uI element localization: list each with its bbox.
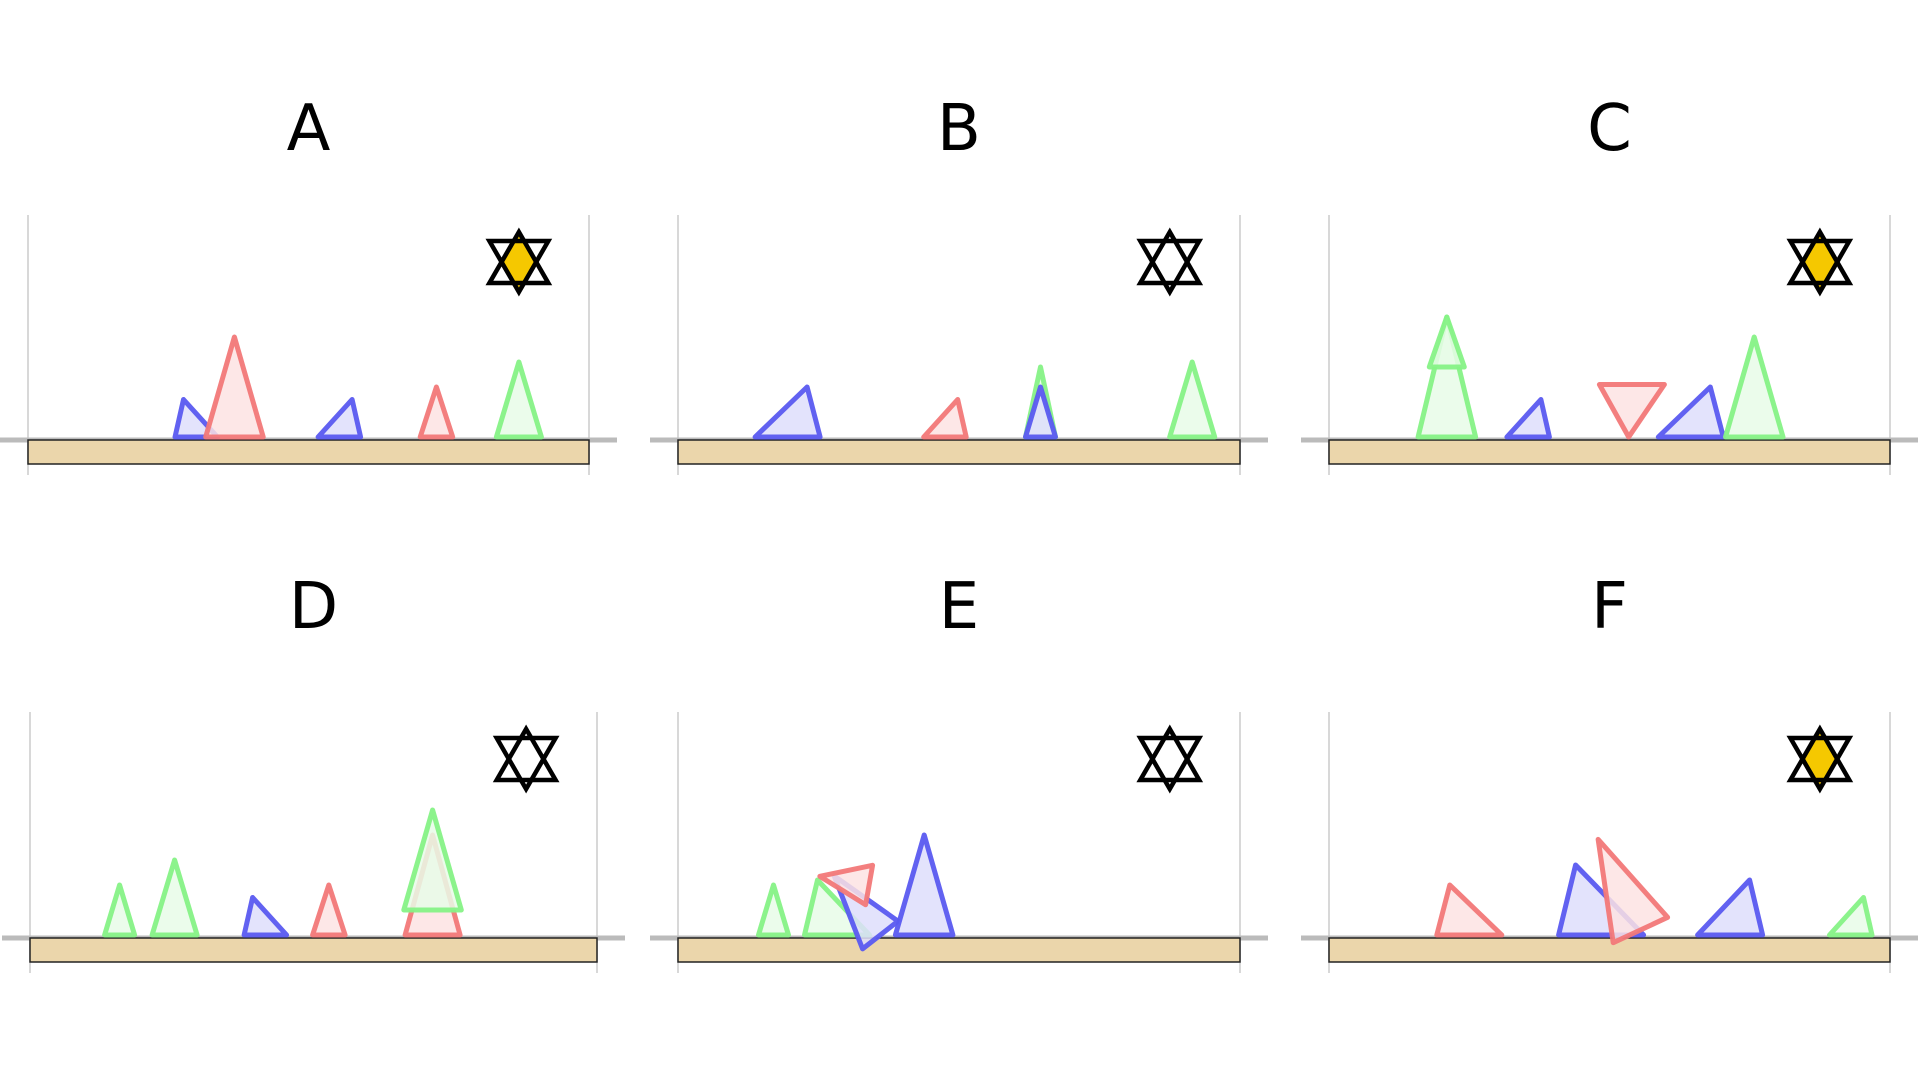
- red-wedge-triangle[interactable]: [921, 397, 969, 440]
- goal-star-icon: [1136, 227, 1204, 297]
- floor-block: [27, 439, 590, 465]
- red-spike-triangle[interactable]: [203, 334, 266, 440]
- green-spike-triangle[interactable]: [149, 857, 200, 938]
- green-spike-triangle[interactable]: [1426, 314, 1467, 370]
- goal-star-filled-icon: [485, 227, 553, 297]
- blue-wedge-triangle[interactable]: [315, 397, 364, 440]
- red-spike-triangle[interactable]: [417, 384, 456, 440]
- blue-spike-triangle[interactable]: [892, 832, 956, 938]
- green-spike-triangle[interactable]: [102, 882, 138, 938]
- floor-block: [29, 937, 598, 963]
- red-tilted-triangle[interactable]: [816, 857, 876, 908]
- panel-title: E: [939, 570, 979, 644]
- red-wedge-triangle[interactable]: [1434, 882, 1505, 938]
- blue-wedge-triangle[interactable]: [1655, 384, 1726, 440]
- red-flag-triangle[interactable]: [1596, 382, 1667, 440]
- blue-spike-triangle[interactable]: [1023, 384, 1058, 440]
- blue-wedge-triangle[interactable]: [241, 895, 290, 938]
- goal-star-filled-icon: [1786, 724, 1854, 794]
- panel-e: E: [650, 570, 1268, 973]
- goal-star-filled-icon: [1786, 227, 1854, 297]
- red-tilted-triangle[interactable]: [1571, 827, 1671, 946]
- green-spike-triangle[interactable]: [1415, 314, 1479, 440]
- blue-wedge-triangle[interactable]: [1504, 397, 1552, 440]
- floor-block: [677, 439, 1241, 465]
- panel-title: A: [287, 92, 331, 166]
- green-spike-triangle[interactable]: [756, 882, 791, 938]
- panel-b: B: [650, 92, 1268, 475]
- panel-title: D: [289, 570, 338, 644]
- panel-f: F: [1301, 570, 1918, 973]
- green-spike-triangle[interactable]: [401, 807, 464, 913]
- panel-a: A: [0, 92, 617, 475]
- green-spike-triangle[interactable]: [1723, 334, 1786, 440]
- floor-block: [677, 937, 1241, 963]
- green-spike-triangle[interactable]: [1167, 359, 1218, 440]
- floor-block: [1328, 439, 1891, 465]
- panel-title: B: [937, 92, 981, 166]
- panel-d: D: [2, 570, 625, 973]
- goal-star-icon: [492, 724, 560, 794]
- green-wedge-triangle[interactable]: [1827, 895, 1875, 938]
- blue-wedge-triangle[interactable]: [1695, 877, 1766, 938]
- green-spike-triangle[interactable]: [493, 359, 544, 440]
- blue-wedge-triangle[interactable]: [752, 384, 823, 440]
- goal-star-icon: [1136, 724, 1204, 794]
- panel-title: C: [1587, 92, 1632, 166]
- panel-c: C: [1301, 92, 1918, 475]
- panel-title: F: [1591, 570, 1628, 644]
- red-spike-triangle[interactable]: [310, 882, 348, 938]
- floor-block: [1328, 937, 1891, 963]
